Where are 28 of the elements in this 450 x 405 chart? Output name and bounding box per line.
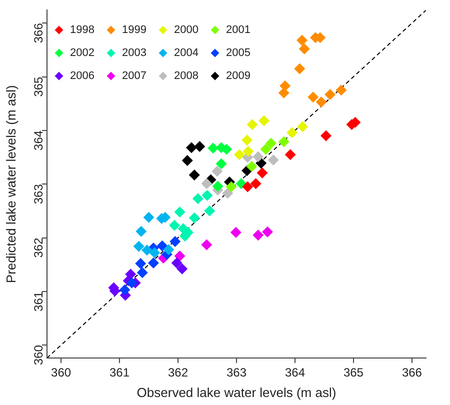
legend-label: 2003 xyxy=(122,47,146,59)
y-tick-label: 361 xyxy=(31,291,46,312)
x-axis-title: Observed lake water levels (m asl) xyxy=(136,384,336,400)
x-tick-label: 363 xyxy=(226,366,247,380)
y-tick-label: 360 xyxy=(31,344,46,366)
legend-label: 1999 xyxy=(122,24,146,36)
legend-label: 2004 xyxy=(174,47,198,59)
legend-label: 2001 xyxy=(226,24,250,36)
legend-label: 2006 xyxy=(70,70,94,82)
y-tick-label: 364 xyxy=(31,130,46,150)
legend-label: 1998 xyxy=(70,24,94,36)
legend-label: 2002 xyxy=(70,47,94,59)
x-tick-label: 365 xyxy=(343,366,364,380)
x-tick-label: 364 xyxy=(284,366,306,380)
y-axis-title: Predicted lake water levels (m asl) xyxy=(3,85,18,284)
y-tick-label: 363 xyxy=(31,184,46,204)
y-tick-label: 365 xyxy=(31,76,46,97)
x-tick-label: 361 xyxy=(110,366,130,380)
legend-label: 2009 xyxy=(226,70,250,82)
x-tick-label: 366 xyxy=(402,366,422,380)
legend-label: 2007 xyxy=(122,70,146,82)
y-tick-label: 362 xyxy=(31,237,46,258)
legend-label: 2008 xyxy=(174,70,198,82)
legend-label: 2005 xyxy=(226,47,250,59)
x-tick-label: 362 xyxy=(168,366,188,380)
x-tick-label: 360 xyxy=(51,366,72,380)
y-tick-label: 366 xyxy=(31,22,46,44)
legend-label: 2000 xyxy=(174,24,198,36)
